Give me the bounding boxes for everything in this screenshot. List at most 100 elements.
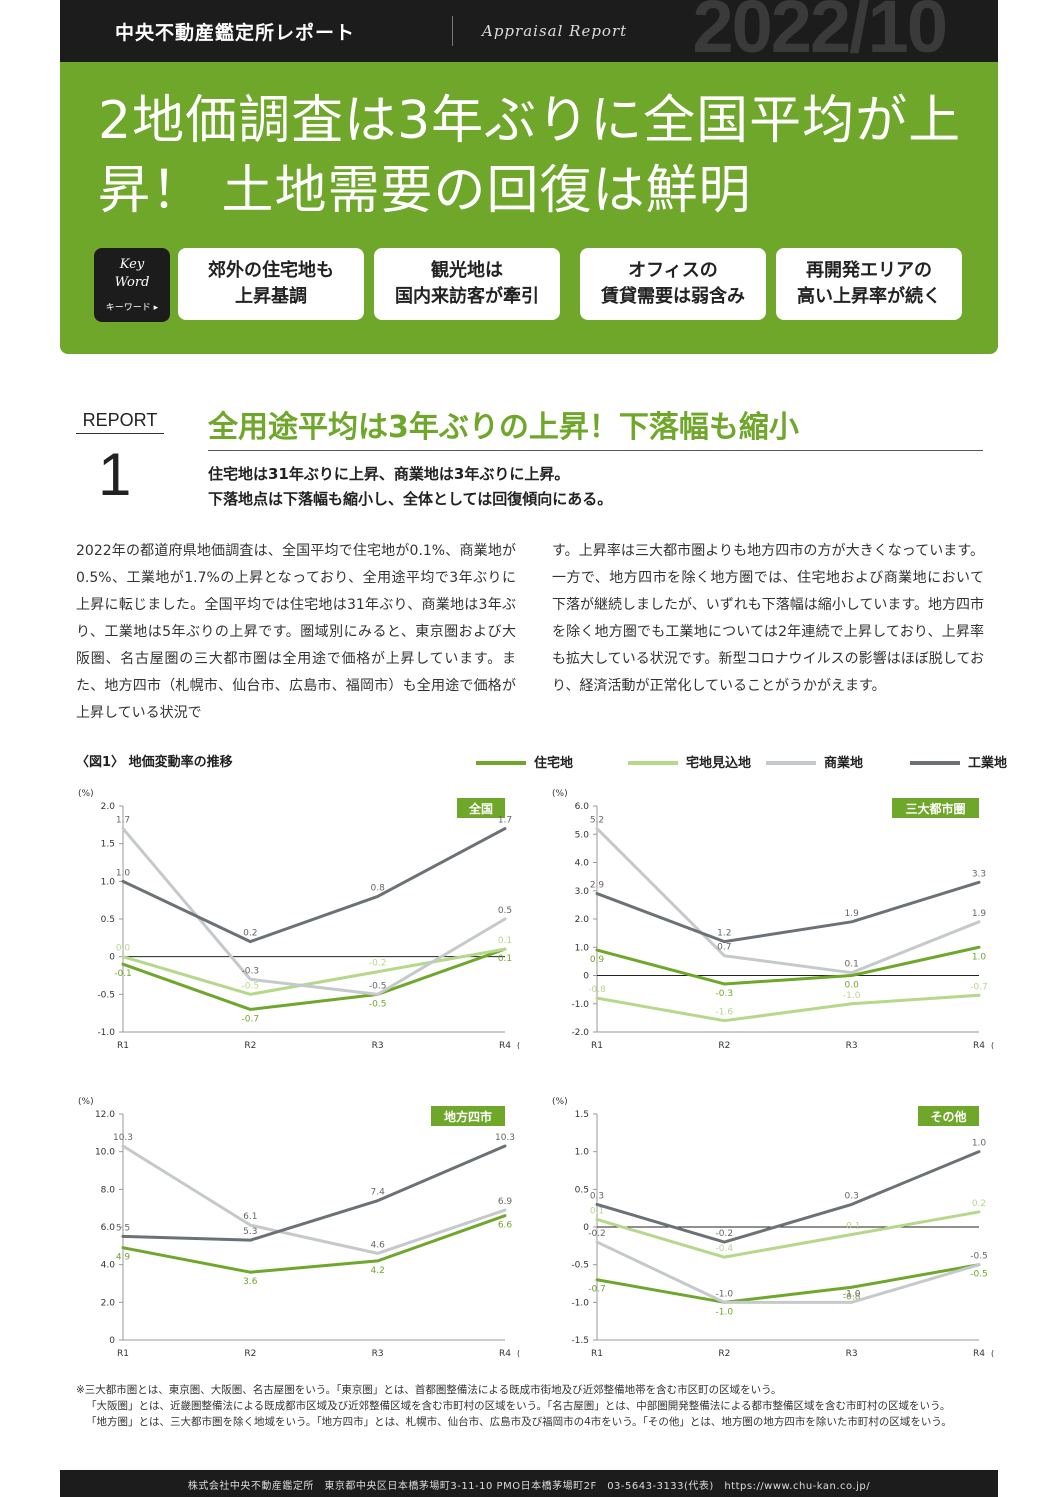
y-tick-label: 0	[109, 953, 115, 963]
y-tick-label: 10.0	[95, 1148, 115, 1158]
y-tick-label: -1.0	[97, 1028, 115, 1038]
data-label: -0.1	[114, 969, 132, 979]
legend-swatch	[476, 761, 526, 765]
data-label: -0.5	[970, 1252, 988, 1262]
y-tick-label: 2.0	[575, 915, 590, 925]
data-label: -0.8	[843, 1292, 861, 1302]
data-label: 0.5	[498, 906, 512, 916]
data-label: 0.1	[498, 954, 512, 964]
x-tick-label: R4	[973, 1041, 985, 1051]
y-tick-label: 6.0	[101, 1223, 116, 1233]
data-label: -0.8	[588, 985, 606, 995]
chart-title-badge	[457, 798, 505, 818]
x-tick-label: R4	[499, 1041, 511, 1051]
data-label: 5.3	[243, 1227, 257, 1237]
data-label: 0.1	[590, 1206, 604, 1216]
data-label: 0.1	[498, 936, 512, 946]
x-tick-label: R2	[244, 1349, 256, 1359]
y-axis-unit: (%)	[78, 789, 94, 799]
data-label: -0.3	[242, 966, 260, 976]
data-label: -1.0	[716, 1307, 734, 1317]
chart-national: (%) -1.0 -0.5 0 0.5 1.0 1.5 2.0 R1 R2 R3 R4 (調査年) 全国 -…	[78, 789, 520, 1051]
data-label: 3.3	[972, 869, 986, 879]
footer: 株式会社中央不動産鑑定所 東京都中央区日本橋茅場町3-11-10 PMO日本橋茅…	[60, 1470, 998, 1497]
header-bar: 中央不動産鑑定所レポート Appraisal Report 2022/10	[60, 0, 998, 68]
footnote: 「大阪圏」とは、近畿圏整備法による既成都市区域及び近郊整備区域を含む市町村の区域…	[86, 1400, 951, 1412]
legend-swatch	[628, 761, 678, 765]
chart-title-badge	[892, 798, 979, 818]
data-label: 4.9	[116, 1253, 131, 1263]
y-tick-label: 0.5	[101, 915, 115, 925]
data-label: -0.5	[970, 1270, 988, 1280]
y-tick-label: 1.0	[575, 1148, 590, 1158]
y-tick-label: -0.5	[97, 990, 115, 1000]
keyword-badge: Key Word キーワード ▸	[94, 248, 170, 322]
figure-title: 〈図1〉 地価変動率の推移	[76, 755, 233, 770]
y-tick-label: -2.0	[571, 1028, 589, 1038]
report-subtitle: 住宅地は31年ぶりに上昇、商業地は3年ぶりに上昇。 下落地点は下落幅も縮小し、全体…	[208, 465, 613, 508]
data-label: 1.0	[116, 868, 131, 878]
data-label: 1.0	[972, 952, 987, 962]
series-line-商業地	[121, 827, 507, 996]
y-tick-label: -1.5	[571, 1336, 589, 1346]
keyword-badge-sub: キーワード ▸	[105, 303, 159, 313]
data-label: 0.3	[845, 1191, 859, 1201]
data-label: 1.9	[972, 909, 987, 919]
y-tick-label: 4.0	[101, 1261, 116, 1271]
y-tick-label: 5.0	[575, 830, 590, 840]
y-tick-label: 2.0	[101, 802, 116, 812]
keyword-card: 観光地は 国内来訪客が牽引	[374, 248, 560, 320]
x-tick-label: R1	[591, 1349, 603, 1359]
x-tick-label: R1	[117, 1349, 129, 1359]
data-label: 10.3	[495, 1133, 515, 1143]
x-tick-label: R4	[499, 1349, 511, 1359]
x-axis-unit: (調査年)	[517, 1348, 520, 1358]
header-divider	[452, 16, 453, 46]
data-label: -0.1	[843, 1222, 861, 1232]
y-tick-label: 4.0	[575, 859, 590, 869]
chart-title-badge	[918, 1106, 979, 1126]
data-label: 0.2	[972, 1199, 986, 1209]
y-tick-label: 8.0	[101, 1185, 116, 1195]
series-line-工業地	[595, 880, 981, 944]
data-label: 1.7	[498, 816, 512, 826]
data-label: 2.9	[590, 881, 605, 891]
x-tick-label: R3	[846, 1349, 858, 1359]
data-label: 0.7	[717, 943, 731, 953]
body-text-left: 2022年の都道府県地価調査は、全国平均で住宅地が0.1%、商業地が0.5%、工…	[76, 543, 516, 721]
data-label: 6.1	[243, 1212, 257, 1222]
body-text-right: す。上昇率は三大都市圏よりも地方四市の方が大きくなっています。一方で、地方四市を…	[552, 543, 984, 694]
report-label: REPORT	[82, 410, 158, 430]
data-label: -0.5	[242, 981, 260, 991]
data-label: 10.3	[113, 1133, 133, 1143]
report-series-title-en: Appraisal Report	[482, 22, 628, 40]
data-label: 5.2	[590, 816, 604, 826]
chart-title: 全国	[468, 801, 493, 816]
y-tick-label: 12.0	[95, 1110, 115, 1120]
y-axis-unit: (%)	[552, 789, 568, 799]
data-label: 4.2	[371, 1266, 385, 1276]
keyword-card: 再開発エリアの 高い上昇率が続く	[776, 248, 962, 320]
headline: 2地価調査は3年ぶりに全国平均が上昇！ 土地需要の回復は鮮明	[98, 91, 962, 221]
series-line-住宅地	[121, 1214, 507, 1274]
x-tick-label: R1	[591, 1041, 603, 1051]
series-line-商業地	[595, 827, 981, 975]
data-label: 0.8	[371, 883, 386, 893]
data-label: -0.7	[588, 1285, 606, 1295]
chart-title: その他	[930, 1109, 966, 1124]
chart-four-cities: (%) 0 2.0 4.0 6.0 8.0 10.0 12.0 R1 R2 R3 R4 (調査年) 地方四…	[78, 1097, 520, 1359]
data-label: 5.5	[116, 1223, 130, 1233]
y-tick-label: 1.5	[575, 1110, 589, 1120]
data-label: -1.0	[716, 1289, 734, 1299]
y-tick-label: 1.0	[575, 943, 590, 953]
legend-swatch	[766, 761, 816, 765]
report-label-rule	[76, 433, 164, 434]
data-label: -0.3	[716, 989, 734, 999]
legend-swatch	[910, 761, 960, 765]
series-line-住宅地	[595, 1263, 981, 1304]
data-label: -1.0	[843, 1289, 861, 1299]
legend-label: 宅地見込地	[686, 756, 752, 771]
data-label: -0.2	[716, 1229, 734, 1239]
chart-title: 地方四市	[444, 1109, 492, 1124]
data-label: -0.4	[716, 1244, 734, 1254]
